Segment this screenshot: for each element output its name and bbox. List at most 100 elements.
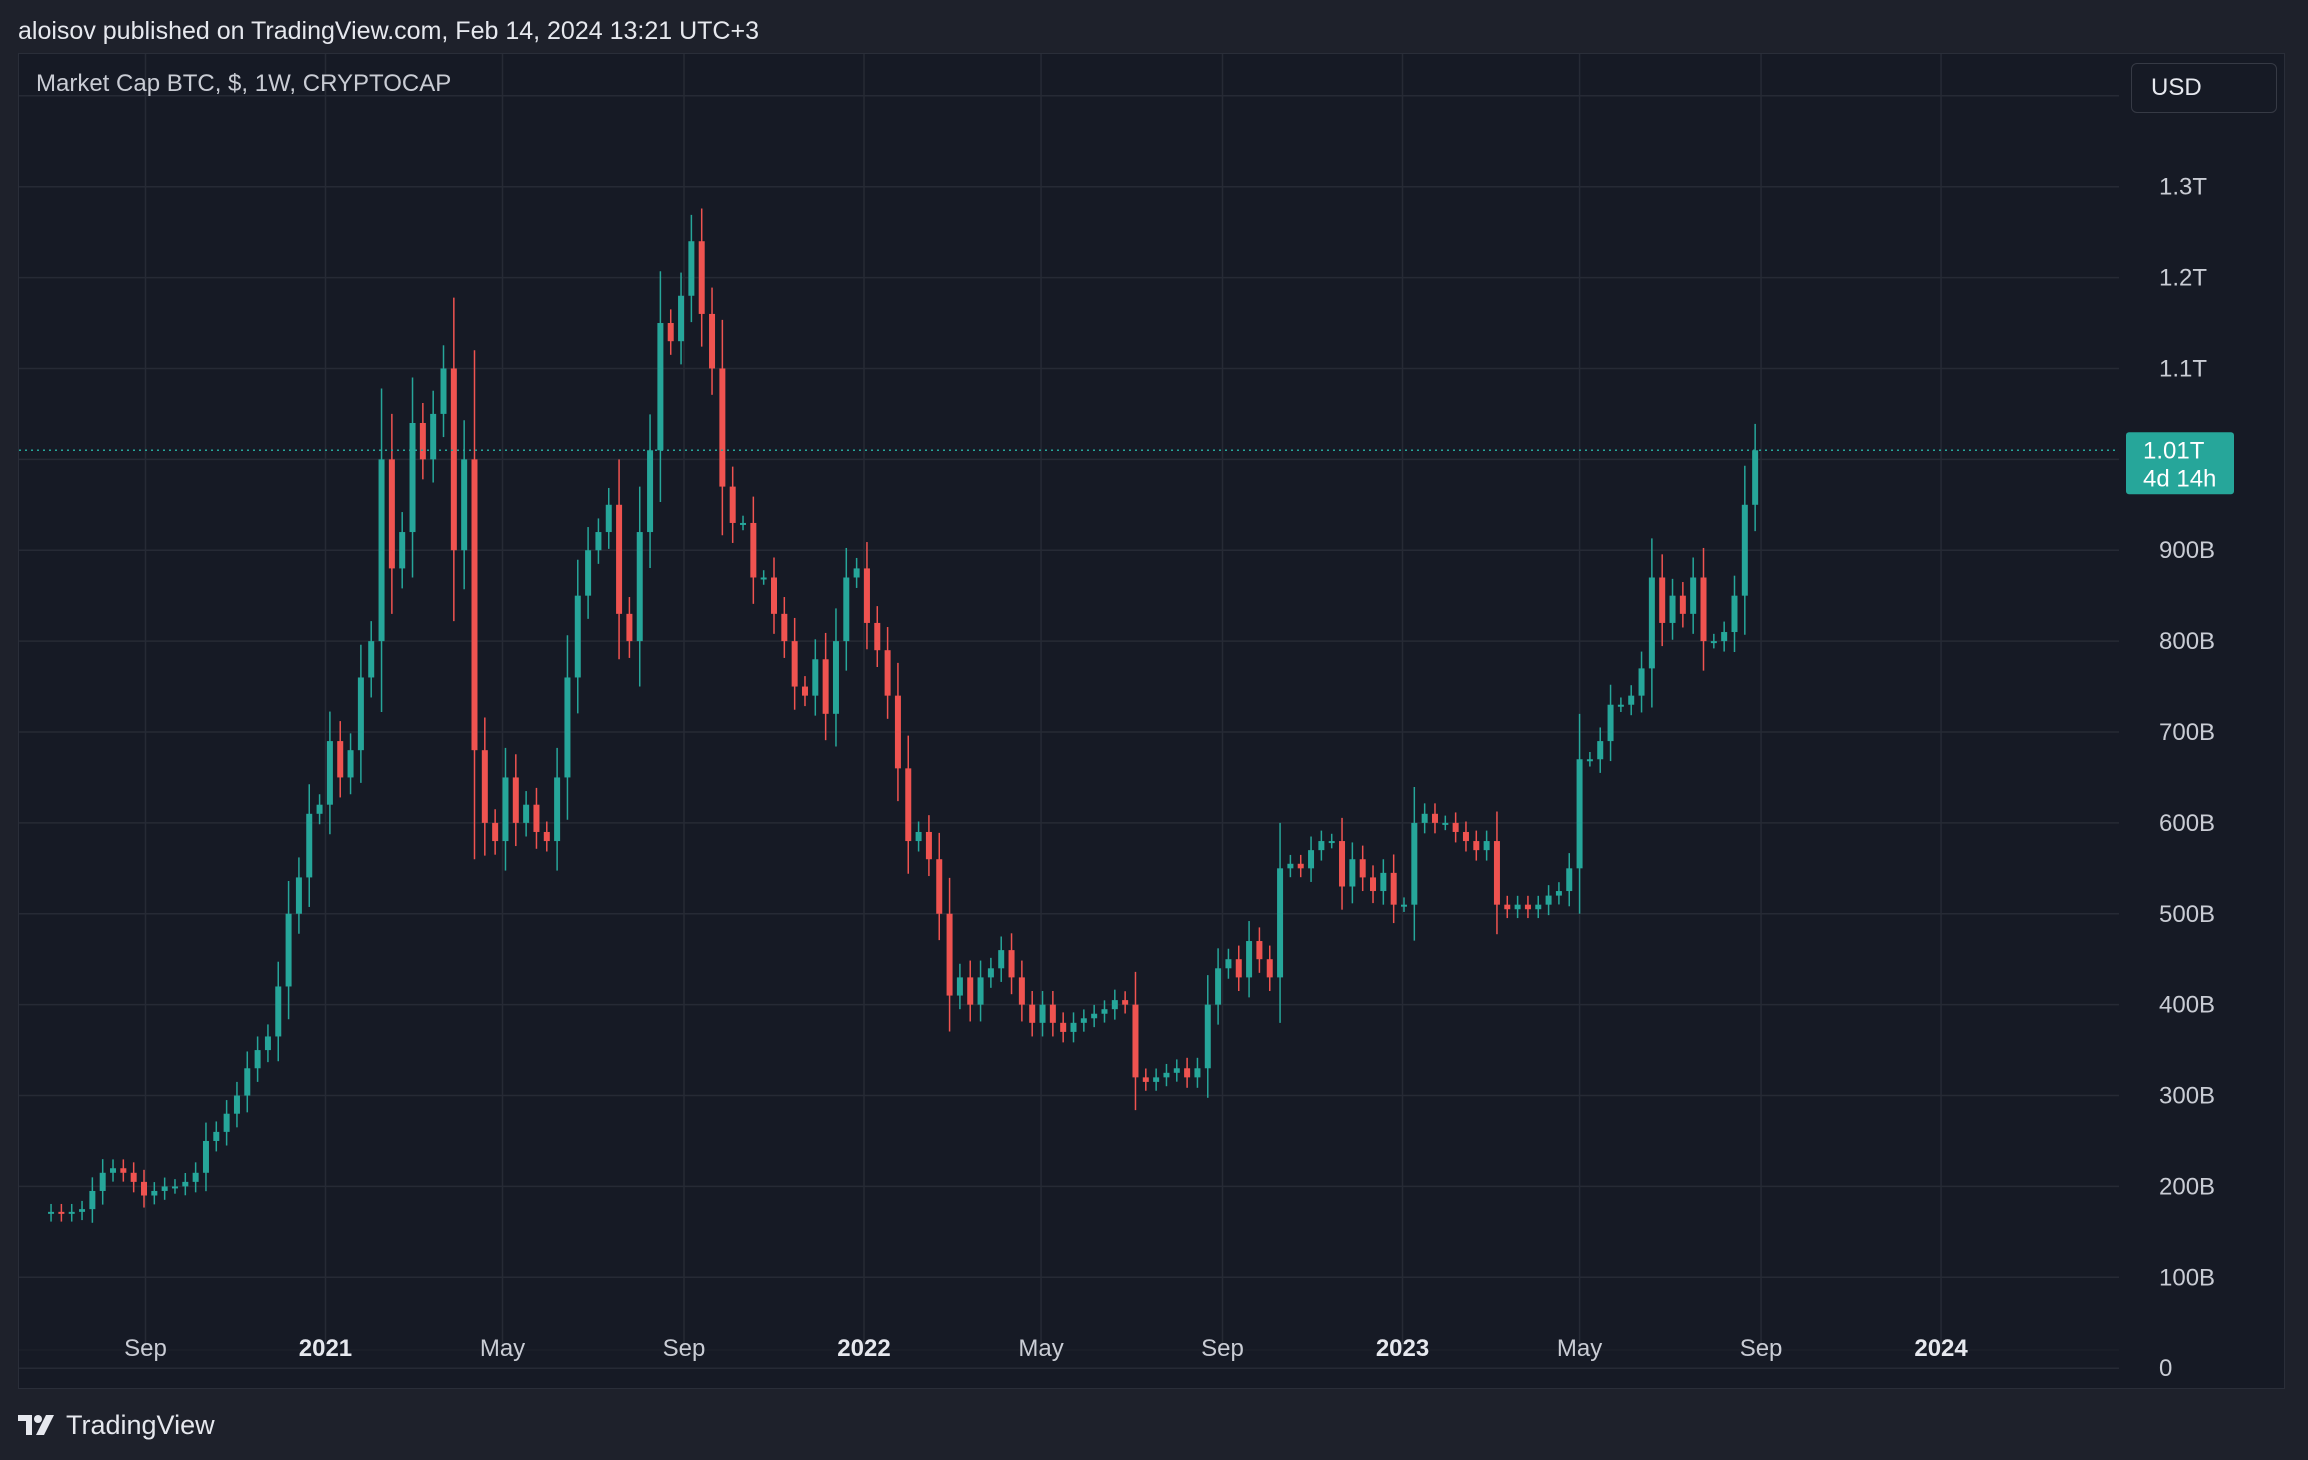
candle: [1328, 833, 1335, 849]
candle-body: [1545, 895, 1552, 905]
candle: [1153, 1068, 1160, 1091]
candle-body: [647, 450, 654, 533]
footer-branding[interactable]: TradingView: [18, 1405, 215, 1445]
x-tick-label: May: [1557, 1335, 1602, 1362]
candle: [1566, 853, 1573, 907]
candle-body: [316, 804, 323, 814]
candle-body: [202, 1140, 209, 1173]
candle: [1411, 786, 1418, 941]
candle-body: [223, 1113, 230, 1132]
candle-body: [1690, 577, 1697, 614]
candle: [605, 487, 612, 549]
candle: [523, 791, 530, 837]
candle-body: [595, 532, 602, 551]
candle: [771, 557, 777, 634]
candle: [1018, 960, 1025, 1022]
chart-panel[interactable]: 0 100B 200B 300B 400B 500B 600B 700B 800B 900B 1.1…: [18, 53, 2285, 1389]
candle-body: [1142, 1077, 1149, 1082]
candle: [750, 496, 757, 604]
candle-body: [874, 622, 881, 651]
grid-lines: [19, 54, 2119, 1369]
y-tick-label: 700B: [2159, 719, 2215, 746]
candle-body: [471, 459, 478, 751]
currency-button[interactable]: USD: [2131, 63, 2277, 113]
x-tick-label: 2022: [837, 1335, 890, 1362]
candle: [709, 287, 716, 395]
x-axis: Sep 2021 May Sep 2022 May Sep 2023 May Sep 2024: [19, 1335, 2119, 1362]
candle: [1204, 975, 1211, 1098]
candle: [347, 733, 354, 795]
candle: [574, 559, 581, 714]
candle: [853, 557, 860, 588]
candle: [801, 676, 808, 707]
candle: [1308, 836, 1315, 882]
candle-body: [440, 368, 447, 414]
candle: [1555, 882, 1562, 905]
candle: [915, 821, 922, 852]
candle-body: [1029, 1004, 1036, 1023]
candle-body: [863, 568, 870, 623]
candle: [1256, 927, 1263, 973]
candle-body: [1442, 822, 1449, 825]
candle: [120, 1159, 127, 1182]
x-tick-label: 2023: [1376, 1335, 1429, 1362]
candle: [502, 747, 509, 871]
candle: [967, 960, 974, 1022]
candle: [946, 877, 953, 1032]
candle: [130, 1162, 137, 1193]
candle-body: [884, 650, 891, 696]
candle-body: [99, 1172, 106, 1191]
candle-body: [956, 977, 963, 996]
candle-body: [1163, 1072, 1170, 1078]
candle: [337, 721, 344, 798]
candle-body: [378, 459, 385, 642]
tradingview-brand: TradingView: [66, 1409, 215, 1440]
candle: [636, 486, 643, 687]
x-tick-label: Sep: [1740, 1335, 1783, 1362]
candle: [202, 1122, 209, 1192]
candle: [440, 345, 447, 438]
candle-body: [760, 577, 767, 580]
candle-body: [1308, 850, 1315, 869]
candle: [151, 1182, 158, 1205]
candle: [987, 957, 994, 988]
candle-body: [1225, 959, 1232, 969]
x-tick-label: May: [480, 1335, 525, 1362]
candlestick-chart[interactable]: 0 100B 200B 300B 400B 500B 600B 700B 800B 900B 1.1…: [19, 54, 2285, 1389]
candle: [863, 542, 870, 650]
candle-body: [1122, 1000, 1129, 1005]
candle-body: [1679, 595, 1686, 614]
candle: [1628, 685, 1635, 716]
candle-body: [1049, 1004, 1056, 1023]
candle: [233, 1081, 240, 1128]
candle: [1297, 854, 1304, 878]
candle: [1690, 557, 1697, 634]
candle-body: [388, 459, 395, 569]
candle: [409, 377, 416, 578]
candle-body: [585, 550, 592, 596]
y-axis: 0 100B 200B 300B 400B 500B 600B 700B 800B 900B 1.1…: [2159, 83, 2215, 1382]
y-tick-label: 0: [2159, 1355, 2172, 1382]
candle-body: [48, 1211, 55, 1214]
candle-body: [1576, 759, 1583, 869]
candle: [1659, 554, 1666, 647]
candle-body: [543, 831, 550, 842]
candle-body: [1669, 595, 1676, 623]
candle: [1359, 845, 1366, 892]
candle-body: [1493, 841, 1500, 905]
candle: [1401, 897, 1407, 912]
y-tick-label: 200B: [2159, 1173, 2215, 1200]
symbol-legend: Market Cap BTC, $, 1W, CRYPTOCAP: [36, 70, 452, 97]
candle-body: [368, 641, 375, 678]
candle-body: [1173, 1068, 1180, 1073]
y-tick-label: 100B: [2159, 1264, 2215, 1291]
candle-body: [1555, 891, 1562, 896]
candle: [1132, 971, 1139, 1111]
candle: [1700, 547, 1707, 671]
candle: [1008, 933, 1015, 995]
candle-body: [430, 413, 437, 460]
candle-body: [915, 831, 922, 842]
candle: [791, 617, 798, 710]
candle-body: [1204, 1004, 1211, 1069]
candle: [1597, 727, 1604, 773]
